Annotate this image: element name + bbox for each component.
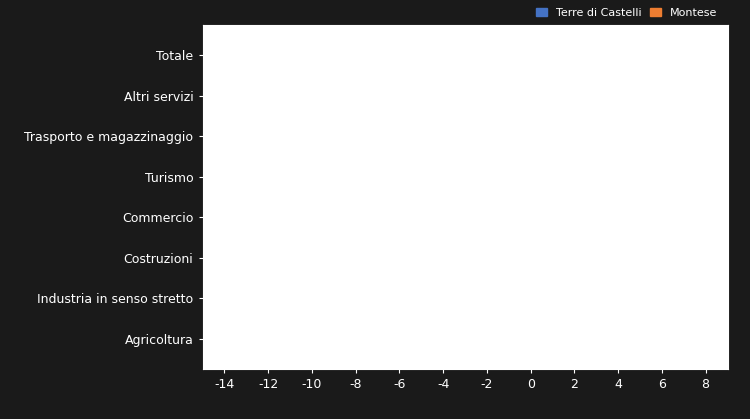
Bar — [422, 217, 531, 231]
Bar — [279, 258, 531, 272]
Bar — [487, 325, 531, 339]
Bar — [531, 339, 651, 353]
Bar — [531, 96, 563, 110]
Bar — [422, 122, 531, 136]
Bar — [246, 243, 531, 258]
Bar — [531, 163, 596, 177]
Bar — [257, 298, 531, 313]
Legend: Terre di Castelli, Montese: Terre di Castelli, Montese — [531, 3, 722, 22]
Bar — [301, 284, 531, 298]
Bar — [465, 55, 531, 69]
Bar — [454, 203, 531, 217]
Bar — [224, 136, 531, 150]
Bar — [531, 177, 673, 191]
Bar — [531, 81, 585, 96]
Bar — [498, 41, 531, 55]
